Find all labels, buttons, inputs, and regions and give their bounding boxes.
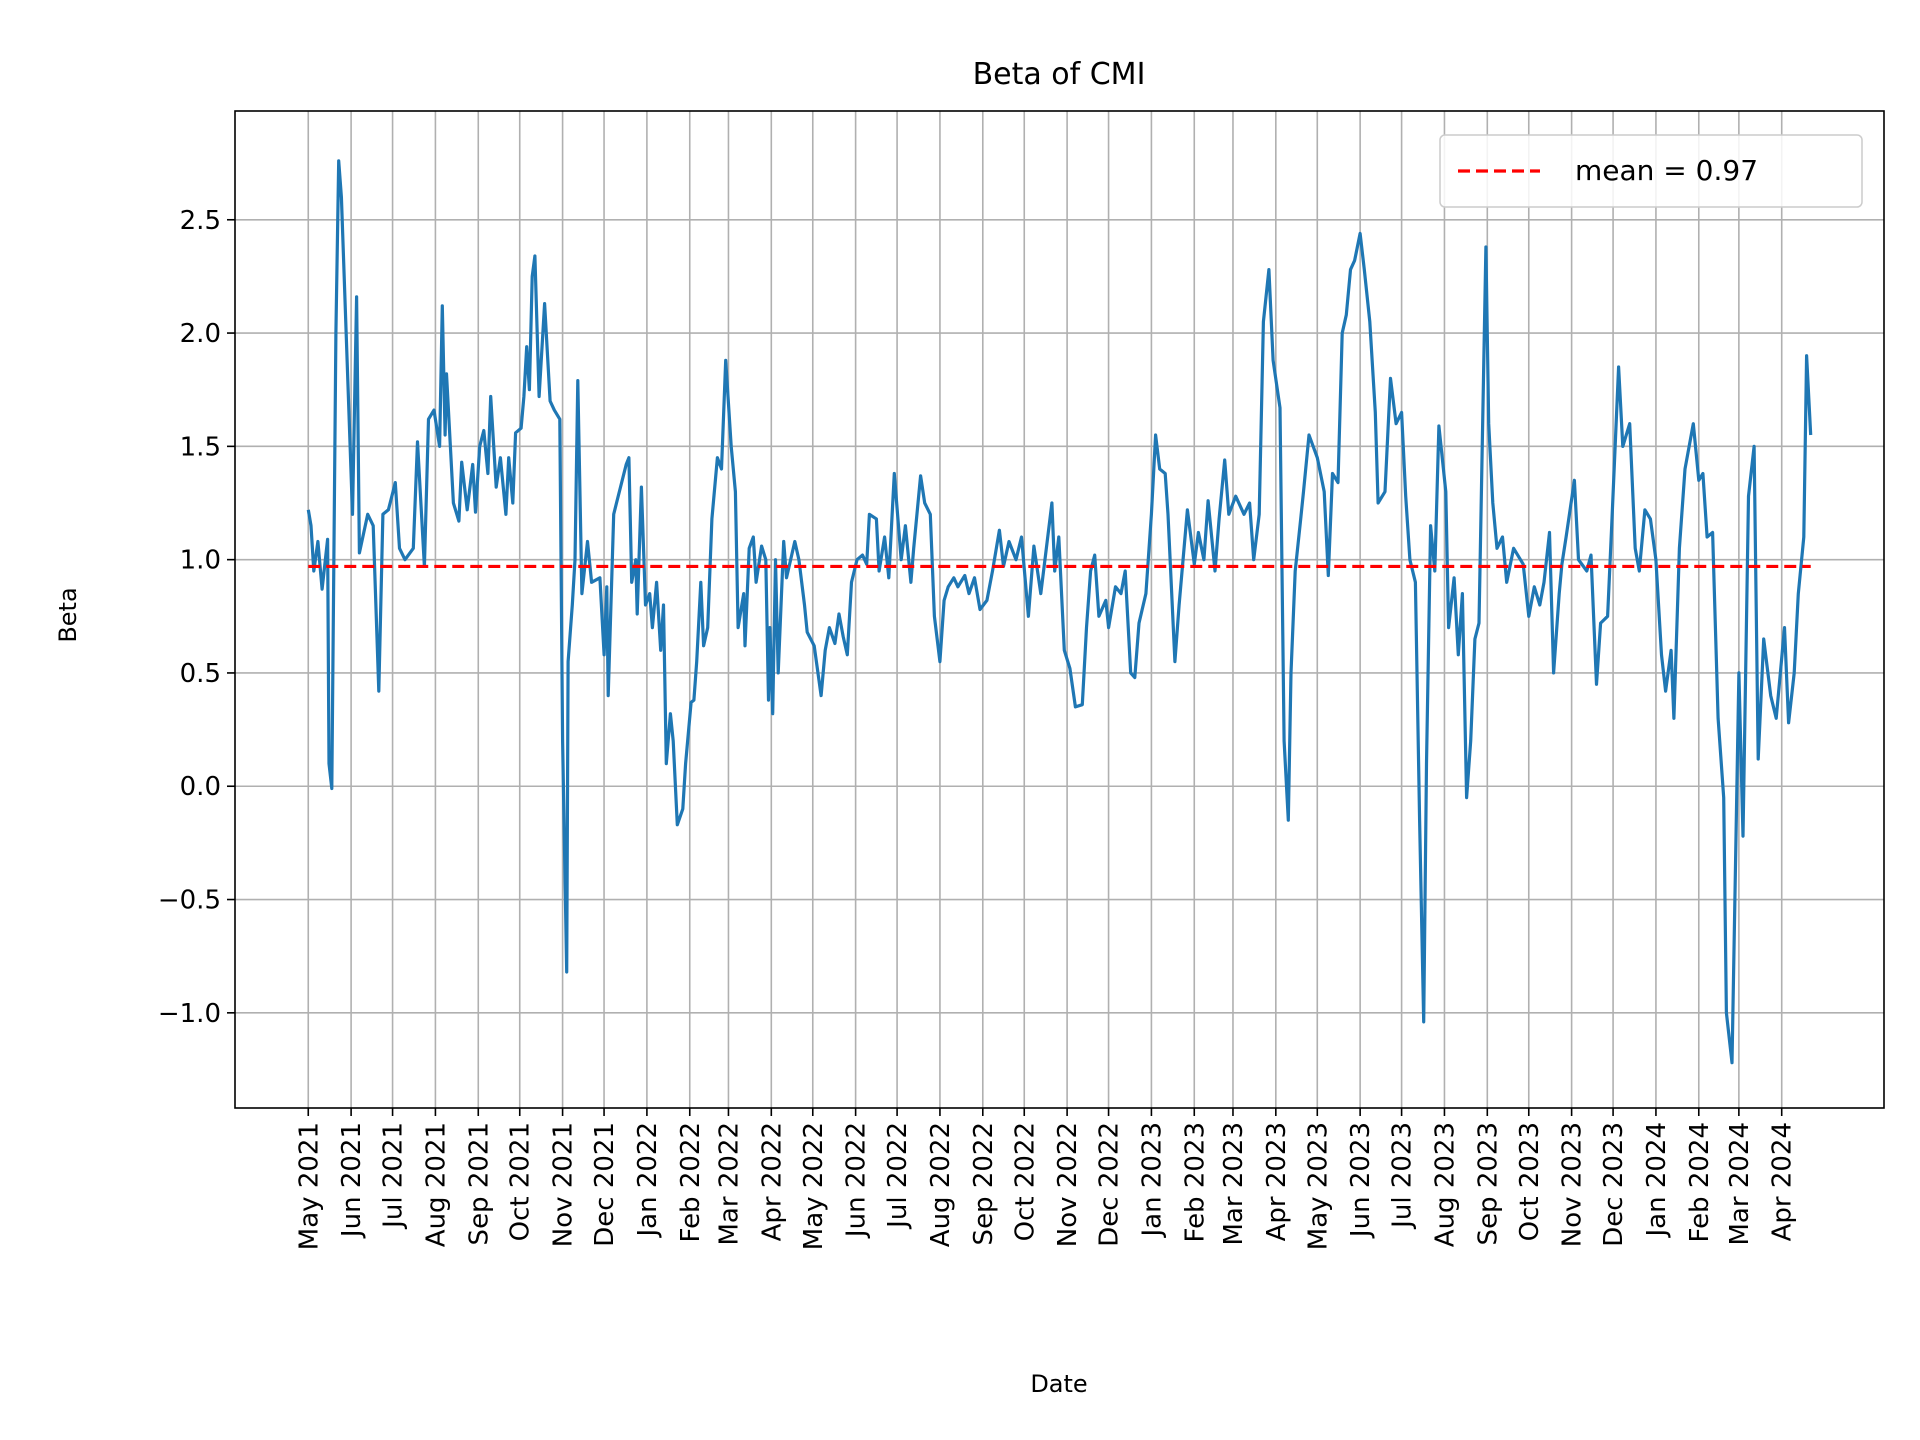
x-tick-label: Mar 2022 [714,1122,744,1246]
x-tick-label: Jul 2022 [883,1122,913,1230]
y-tick-label: 2.0 [180,319,221,349]
x-tick-label: May 2022 [799,1122,829,1250]
x-tick-label: Feb 2023 [1180,1122,1210,1242]
x-tick-label: May 2021 [294,1122,324,1250]
legend: mean = 0.97 [1439,134,1863,208]
x-tick-label: Aug 2022 [926,1122,956,1247]
x-tick-label: Jul 2021 [379,1122,409,1230]
x-tick-label: Dec 2022 [1095,1122,1125,1247]
x-tick-label: Nov 2021 [549,1122,579,1247]
x-tick-label: Oct 2022 [1010,1122,1040,1241]
x-tick-label: Aug 2023 [1430,1122,1460,1247]
y-tick-label: 0.5 [180,659,221,689]
x-tick-label: Jun 2021 [337,1122,367,1239]
x-tick-label: Apr 2024 [1768,1122,1798,1241]
y-tick-label: 1.0 [180,546,221,576]
x-tick-label: Dec 2023 [1599,1122,1629,1247]
x-tick-label: Feb 2022 [676,1122,706,1242]
x-tick-label: May 2023 [1303,1122,1333,1250]
y-tick-label: 1.5 [180,432,221,462]
x-tick-label: Sep 2021 [464,1122,494,1245]
x-tick-label: Jul 2023 [1388,1122,1418,1230]
x-tick-label: Jun 2023 [1346,1122,1376,1239]
x-tick-label: Jun 2022 [842,1122,872,1239]
x-tick-label: Sep 2023 [1473,1122,1503,1245]
x-tick-label: Jan 2022 [633,1122,663,1239]
x-axis-label: Date [1030,1370,1087,1398]
x-tick-label: Apr 2023 [1262,1122,1292,1241]
axes-frame [234,110,1885,1109]
x-tick-label: Aug 2021 [421,1122,451,1247]
x-axis-ticks: May 2021 Jun 2021 Jul 2021 Aug 2021 Sep 2021… [294,1108,1798,1250]
x-tick-label: Feb 2024 [1685,1122,1715,1242]
grid-lines [235,111,1884,1108]
y-axis-ticks: −1.0 −0.5 0.0 0.5 1.0 1.5 2.0 2.5 [158,206,235,1029]
y-axis-label: Beta [54,587,82,642]
y-tick-label: 2.5 [180,206,221,236]
y-tick-label: 0.0 [180,772,221,802]
x-tick-label: Jan 2023 [1137,1122,1167,1239]
chart-title: Beta of CMI [973,57,1146,92]
beta-series-line [306,159,1813,1065]
legend-box [1439,134,1863,208]
x-tick-label: Apr 2022 [757,1122,787,1241]
x-tick-label: Nov 2023 [1558,1122,1588,1247]
y-tick-label: −0.5 [158,886,221,916]
plot-area [306,159,1813,1065]
x-tick-label: Oct 2021 [506,1122,536,1241]
x-tick-label: Mar 2023 [1219,1122,1249,1246]
x-tick-label: Mar 2024 [1725,1122,1755,1246]
x-tick-label: Sep 2022 [969,1122,999,1245]
x-tick-label: Oct 2023 [1515,1122,1545,1241]
x-tick-label: Nov 2022 [1053,1122,1083,1247]
legend-mean-label: mean = 0.97 [1575,154,1758,187]
x-tick-label: Jan 2024 [1642,1122,1672,1239]
y-tick-label: −1.0 [158,999,221,1029]
x-tick-label: Dec 2021 [590,1122,620,1247]
